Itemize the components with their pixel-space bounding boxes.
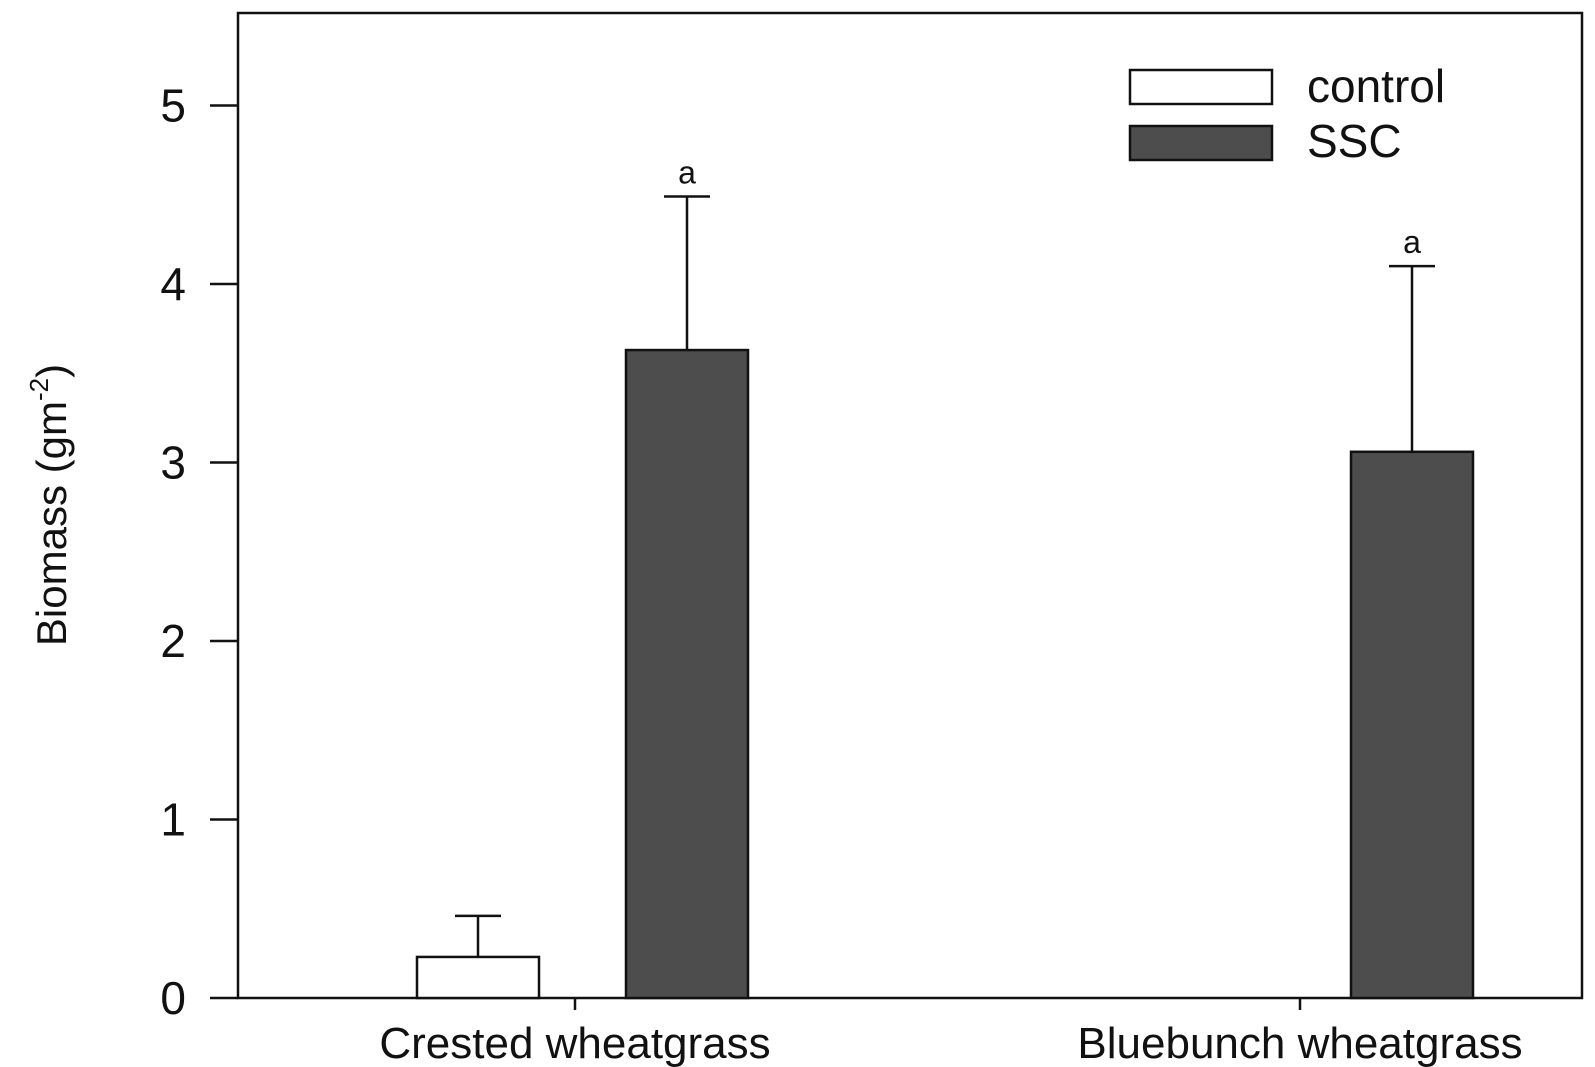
y-tick-label: 0 [160,972,186,1024]
y-tick-label: 3 [160,437,186,489]
legend-label-control: control [1307,60,1445,112]
y-axis-title-main: Biomass (gm [28,401,75,646]
y-axis-title: Biomass (gm-2) [24,364,75,646]
legend-swatch-ssc [1128,124,1274,162]
bar-control [415,955,541,1000]
y-tick-label: 4 [160,258,186,310]
y-tick-label: 1 [160,794,186,846]
y-axis-title-superscript: -2 [24,378,54,401]
x-category-label: Bluebunch wheatgrass [1077,1019,1522,1067]
x-category-label: Crested wheatgrass [379,1019,770,1067]
legend-label-ssc: SSC [1307,115,1402,167]
y-axis-title-close: ) [28,364,75,378]
bar-ssc [1349,450,1475,1000]
y-tick-label: 5 [160,80,186,132]
y-axis-ticks: 0 1 2 3 4 5 [160,80,238,1024]
legend: control SSC [1128,60,1445,167]
bar-ssc [624,348,750,1000]
plot-frame [236,11,1584,1000]
x-axis-category-labels: Crested wheatgrass Bluebunch wheatgrass [379,998,1523,1067]
legend-swatch-control [1128,68,1274,106]
significance-label: a [678,155,696,191]
significance-label: a [1403,224,1421,260]
y-tick-label: 2 [160,615,186,667]
bars: aa [415,155,1475,1000]
